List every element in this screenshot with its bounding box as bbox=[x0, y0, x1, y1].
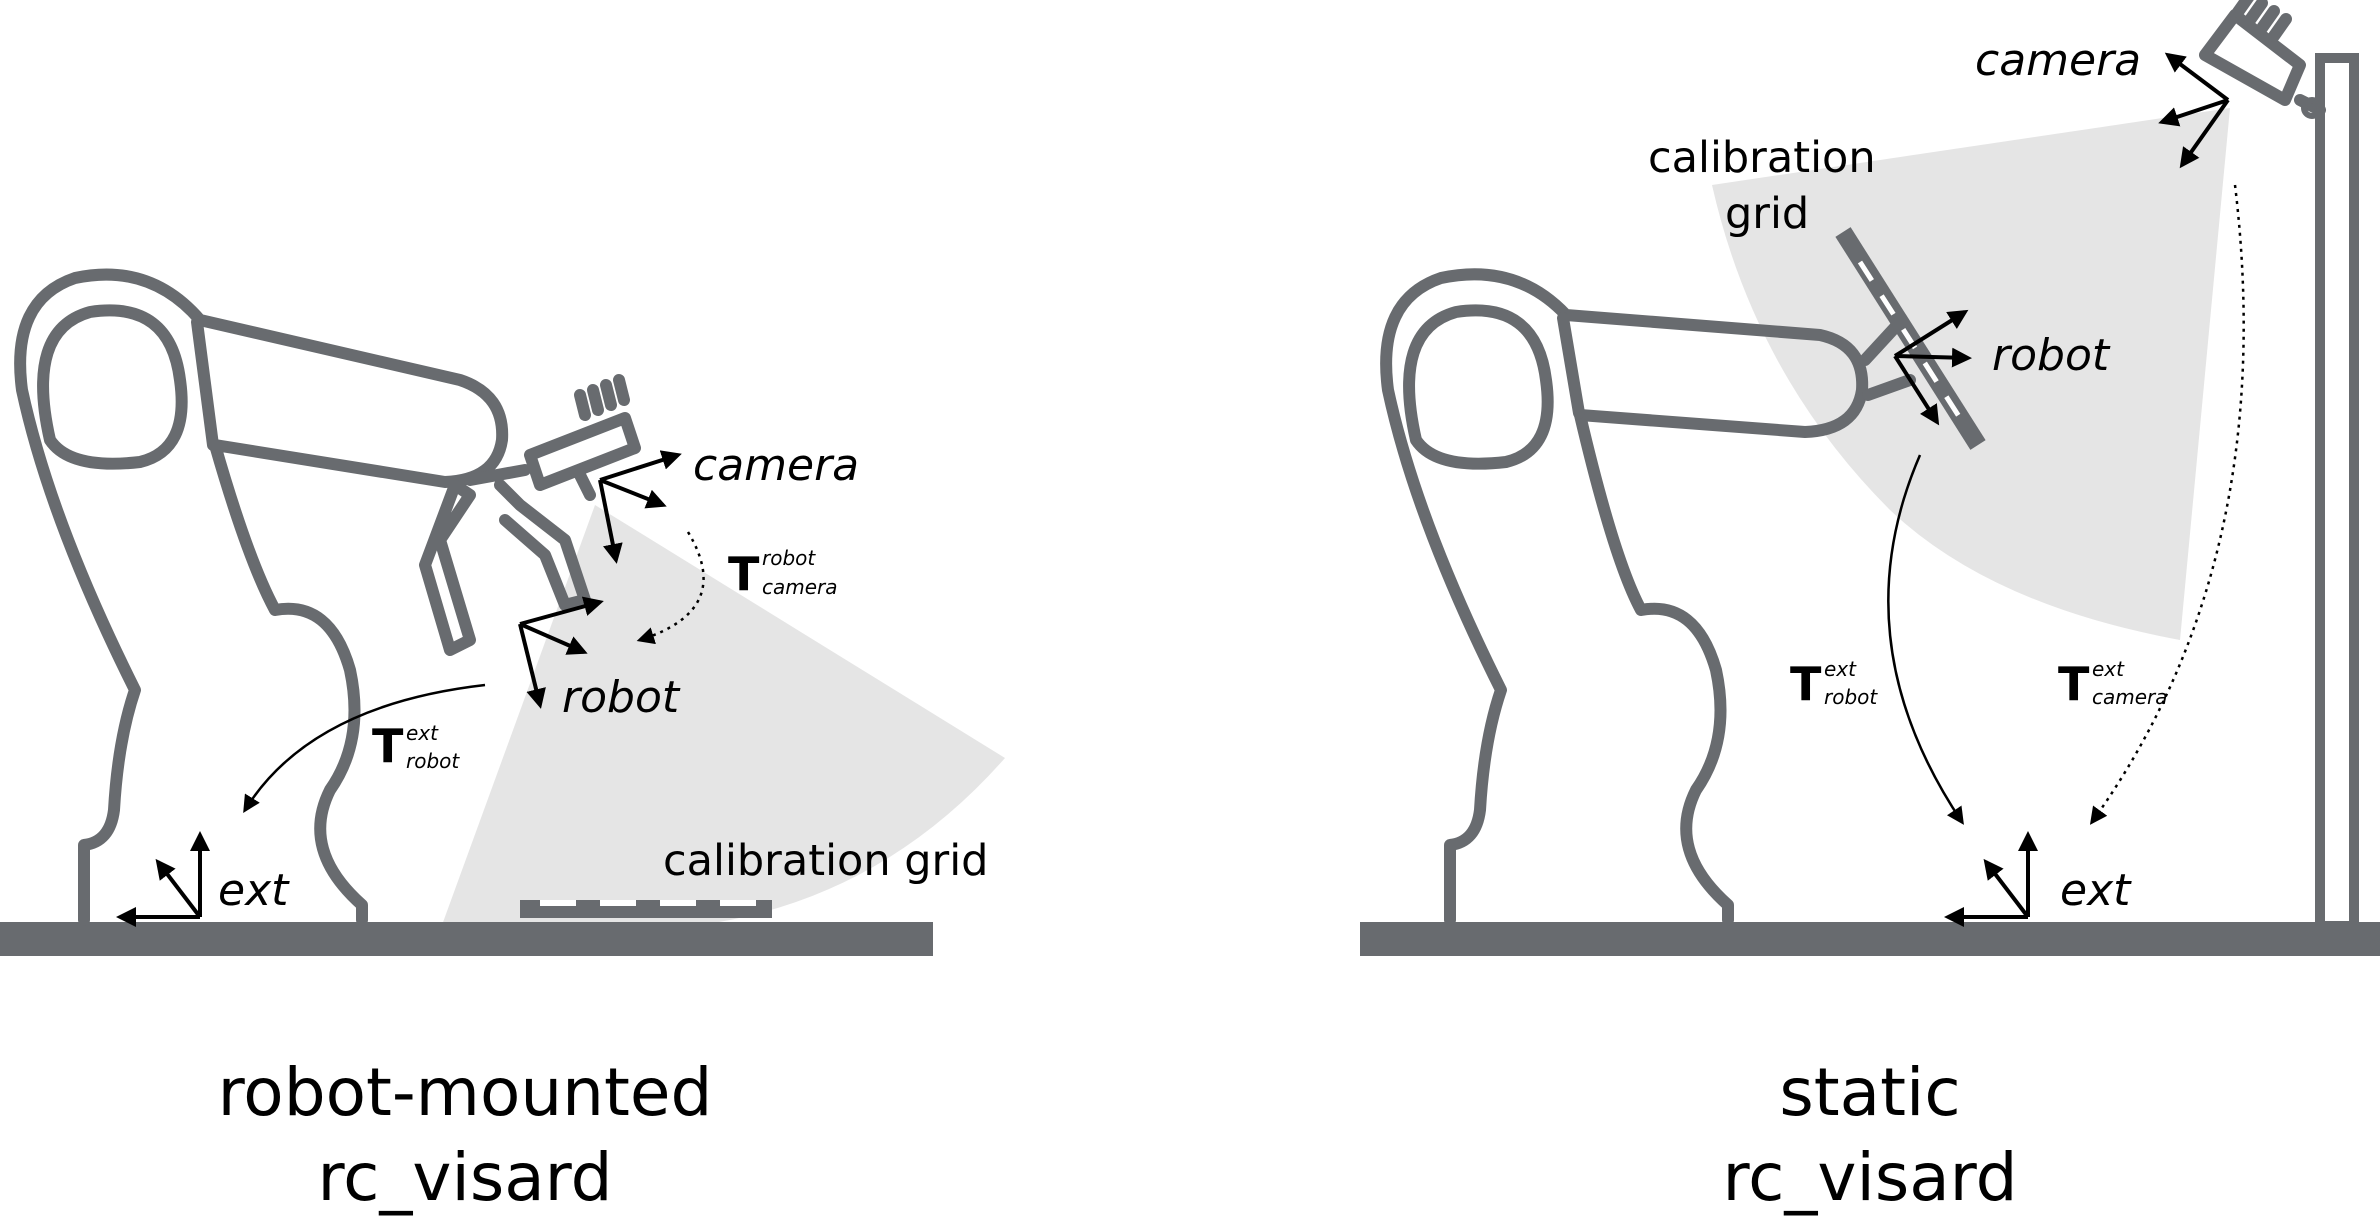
transform-ext-robot-label-static: T ext robot bbox=[1790, 657, 1878, 711]
calibration-grid-label-line2: grid bbox=[1725, 189, 1809, 239]
calibration-grid-label: calibration grid bbox=[663, 836, 988, 886]
calibration-grid-held bbox=[1835, 227, 1986, 450]
robot-mounted-caption-line1: robot-mounted bbox=[218, 1054, 713, 1131]
transform-ext-robot-arrow-static bbox=[1887, 454, 1964, 825]
transform-ext-robot-label: T ext robot bbox=[372, 719, 460, 773]
static-caption-line2: rc_visard bbox=[1722, 1139, 2017, 1216]
svg-text:camera: camera bbox=[2092, 685, 2168, 709]
robot-mounted-panel: camera robot ext calibration grid T robo… bbox=[0, 268, 1005, 1216]
transform-ext-camera-arrow-static bbox=[2089, 184, 2245, 825]
camera-field-of-view-static bbox=[1712, 108, 2230, 640]
svg-text:ext: ext bbox=[406, 721, 439, 745]
robot-arm-static bbox=[1380, 268, 1916, 926]
transform-ext-camera-label-static: T ext camera bbox=[2058, 657, 2168, 711]
transform-ext-robot-arrow bbox=[243, 683, 486, 813]
ext-frame-label: ext bbox=[218, 865, 290, 916]
robot-coordinate-frame-static bbox=[1893, 309, 1972, 426]
svg-text:ext: ext bbox=[2092, 657, 2125, 681]
robot-mounted-caption-line2: rc_visard bbox=[317, 1139, 612, 1216]
svg-text:T: T bbox=[728, 547, 760, 601]
static-panel: camera robot ext calibration grid T ext … bbox=[1360, 0, 2380, 1216]
robot-frame-label: robot bbox=[562, 672, 681, 723]
camera-frame-label-static: camera bbox=[1975, 35, 2141, 86]
svg-text:robot: robot bbox=[1824, 685, 1878, 709]
camera-frame-label: camera bbox=[693, 440, 859, 491]
calibration-grid-plate bbox=[520, 900, 772, 918]
transform-robot-camera-label: T robot camera bbox=[728, 546, 838, 601]
svg-text:T: T bbox=[372, 719, 404, 773]
calibration-grid-label-line1: calibration bbox=[1648, 133, 1876, 183]
robot-coordinate-frame bbox=[518, 596, 604, 709]
robot-arm bbox=[14, 268, 641, 926]
svg-text:camera: camera bbox=[762, 575, 838, 599]
static-caption-line1: static bbox=[1779, 1054, 1960, 1131]
ground-plate-static bbox=[1360, 922, 2380, 956]
camera-coordinate-frame bbox=[598, 450, 682, 564]
svg-text:T: T bbox=[1790, 657, 1822, 711]
camera-coordinate-frame-static bbox=[2158, 52, 2230, 169]
static-camera bbox=[2199, 0, 2326, 119]
ground-plate bbox=[0, 922, 933, 956]
camera-pole bbox=[2315, 53, 2359, 931]
ext-coordinate-frame-static bbox=[1944, 831, 2038, 927]
svg-text:robot: robot bbox=[762, 546, 816, 570]
svg-text:T: T bbox=[2058, 657, 2090, 711]
ext-frame-label-static: ext bbox=[2060, 865, 2132, 916]
ext-coordinate-frame bbox=[116, 831, 210, 927]
svg-text:ext: ext bbox=[1824, 657, 1857, 681]
svg-text:robot: robot bbox=[406, 749, 460, 773]
robot-frame-label-static: robot bbox=[1992, 330, 2111, 381]
